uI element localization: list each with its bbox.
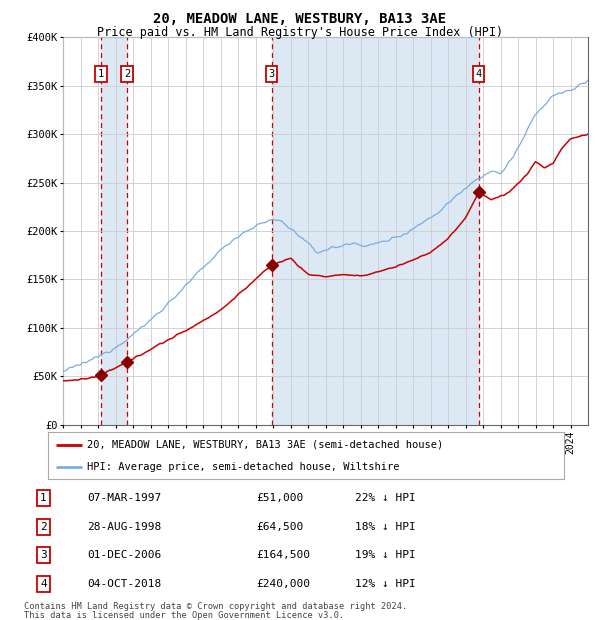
Text: 20, MEADOW LANE, WESTBURY, BA13 3AE (semi-detached house): 20, MEADOW LANE, WESTBURY, BA13 3AE (sem… [86, 440, 443, 450]
Text: 04-OCT-2018: 04-OCT-2018 [88, 579, 162, 589]
Text: 12% ↓ HPI: 12% ↓ HPI [355, 579, 416, 589]
Text: 20, MEADOW LANE, WESTBURY, BA13 3AE: 20, MEADOW LANE, WESTBURY, BA13 3AE [154, 12, 446, 27]
Text: 1: 1 [98, 69, 104, 79]
Text: £164,500: £164,500 [256, 551, 310, 560]
Bar [272, 37, 479, 425]
Text: 19% ↓ HPI: 19% ↓ HPI [355, 551, 416, 560]
Text: 22% ↓ HPI: 22% ↓ HPI [355, 493, 416, 503]
Text: 1: 1 [40, 493, 47, 503]
Text: 3: 3 [40, 551, 47, 560]
Text: Price paid vs. HM Land Registry's House Price Index (HPI): Price paid vs. HM Land Registry's House … [97, 26, 503, 39]
Text: 01-DEC-2006: 01-DEC-2006 [88, 551, 162, 560]
Text: 3: 3 [268, 69, 275, 79]
Text: 4: 4 [476, 69, 482, 79]
Text: 4: 4 [40, 579, 47, 589]
Text: Contains HM Land Registry data © Crown copyright and database right 2024.: Contains HM Land Registry data © Crown c… [24, 602, 407, 611]
Text: 2: 2 [40, 521, 47, 531]
Text: 28-AUG-1998: 28-AUG-1998 [88, 521, 162, 531]
Text: 07-MAR-1997: 07-MAR-1997 [88, 493, 162, 503]
Text: £240,000: £240,000 [256, 579, 310, 589]
Text: This data is licensed under the Open Government Licence v3.0.: This data is licensed under the Open Gov… [24, 611, 344, 619]
Text: £51,000: £51,000 [256, 493, 303, 503]
Text: HPI: Average price, semi-detached house, Wiltshire: HPI: Average price, semi-detached house,… [86, 462, 399, 472]
Bar [101, 37, 127, 425]
Text: 18% ↓ HPI: 18% ↓ HPI [355, 521, 416, 531]
Text: £64,500: £64,500 [256, 521, 303, 531]
Text: 2: 2 [124, 69, 130, 79]
